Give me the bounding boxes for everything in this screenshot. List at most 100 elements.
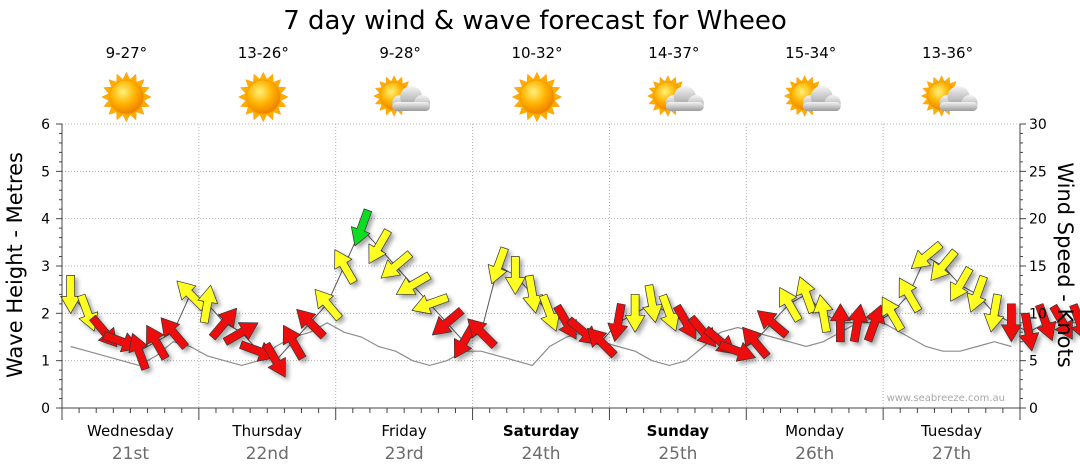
cloud-shape xyxy=(392,86,431,111)
y-left-tick-label: 5 xyxy=(41,164,50,180)
axes: 0 1 2 3 4 5 6 0 5 10 15 20 25 30 xyxy=(41,117,1047,420)
y-right-tick-label: 15 xyxy=(1029,259,1047,275)
wind-arrow xyxy=(128,332,150,371)
cloud-shape xyxy=(939,86,978,111)
day-date-label: 24th xyxy=(521,444,560,464)
day-date-label: 25th xyxy=(658,444,697,464)
wind-arrow xyxy=(756,310,790,339)
wind-arrow xyxy=(983,293,1005,333)
sun-disc xyxy=(245,79,281,115)
partly-cloudy-icon xyxy=(920,75,978,117)
wind-arrow xyxy=(830,303,851,343)
sun-disc xyxy=(519,79,555,115)
cloud-base xyxy=(665,102,704,111)
wind-arrow xyxy=(146,324,170,361)
wind-speed-series xyxy=(60,208,1080,378)
day-name-label: Wednesday xyxy=(87,422,174,440)
wind-arrow xyxy=(296,309,327,340)
partly-cloudy-icon xyxy=(783,75,841,117)
wind-arrow xyxy=(314,288,343,322)
wind-arrow xyxy=(795,276,817,314)
y-left-tick-label: 2 xyxy=(41,306,50,322)
wind-arrow xyxy=(160,317,189,350)
day-temperature-range: 13-26° xyxy=(238,44,289,62)
partly-cloudy-icon xyxy=(647,75,704,117)
wind-arrow xyxy=(898,277,923,314)
wind-arrow xyxy=(910,240,944,270)
wind-arrow xyxy=(742,326,771,360)
day-temperature-range: 9-27° xyxy=(106,44,148,62)
wind-arrow xyxy=(487,246,509,285)
wind-arrow xyxy=(334,249,358,285)
wind-arrow xyxy=(431,307,465,336)
day-name-label: Thursday xyxy=(231,422,302,440)
cloud-base xyxy=(939,102,978,111)
day-temperature-range: 9-28° xyxy=(379,44,421,62)
chart-title: 7 day wind & wave forecast for Wheeo xyxy=(283,6,787,36)
sunny-icon xyxy=(511,71,563,123)
wind-arrow xyxy=(239,340,277,362)
wind-arrow xyxy=(587,327,618,359)
day-date-label: 26th xyxy=(795,444,834,464)
wind-arrow xyxy=(624,293,646,333)
day-name-label: Friday xyxy=(381,422,427,440)
wind-arrow xyxy=(881,296,906,333)
y-left-tick-label: 6 xyxy=(41,117,50,133)
day-name-label: Sunday xyxy=(647,422,710,440)
y-axis-left-title: Wave Height - Metres xyxy=(3,152,27,378)
wind-arrow xyxy=(208,307,238,341)
wind-arrow xyxy=(687,314,717,348)
day-date-label: 22nd xyxy=(246,444,289,464)
sunny-icon xyxy=(101,71,152,123)
wind-arrow xyxy=(1001,303,1022,343)
day-labels: Wednesday 21st Thursday 22nd Friday 23rd Satur… xyxy=(87,422,982,464)
y-left-tick-label: 0 xyxy=(41,401,50,417)
wind-speed-line xyxy=(70,227,1080,362)
wind-arrow xyxy=(504,256,526,295)
day-temperature-range: 15-34° xyxy=(785,44,836,62)
day-date-label: 23rd xyxy=(385,444,424,464)
cloud-base xyxy=(802,102,841,111)
day-date-label: 27th xyxy=(932,444,971,464)
wind-arrow xyxy=(522,274,543,314)
wind-arrow xyxy=(966,274,988,313)
y-right-tick-label: 25 xyxy=(1029,164,1047,180)
y-left-tick-label: 3 xyxy=(41,259,50,275)
day-temperature-range: 14-37° xyxy=(648,44,699,62)
wind-arrow xyxy=(930,248,959,281)
wind-arrow xyxy=(467,318,498,349)
day-temperature-range: 13-36° xyxy=(922,44,973,62)
day-temperature-range: 10-32° xyxy=(511,44,562,62)
wind-arrow xyxy=(779,287,803,323)
wind-arrow xyxy=(197,284,218,324)
wind-arrow xyxy=(812,294,834,334)
sunny-icon xyxy=(238,71,289,123)
wind-arrow xyxy=(60,275,81,314)
day-name-label: Tuesday xyxy=(920,422,982,440)
y-right-tick-label: 5 xyxy=(1029,354,1038,370)
cloud-shape xyxy=(665,86,704,111)
cloud-base xyxy=(392,102,431,111)
day-name-label: Saturday xyxy=(503,422,580,440)
y-left-tick-label: 1 xyxy=(41,354,50,370)
grid xyxy=(62,123,1020,408)
y-right-tick-label: 10 xyxy=(1029,306,1047,322)
day-name-label: Monday xyxy=(785,422,844,440)
wind-arrow xyxy=(1035,303,1057,342)
wind-arrow xyxy=(262,341,286,378)
wind-arrow xyxy=(950,266,974,302)
wind-arrow xyxy=(411,293,450,315)
y-right-tick-label: 20 xyxy=(1029,212,1047,228)
y-axis-right-title: Wind Speed - Knots xyxy=(1053,162,1077,367)
wind-arrow xyxy=(847,303,869,343)
sun-disc xyxy=(109,79,144,115)
wind-arrow xyxy=(395,271,432,295)
wind-arrow xyxy=(718,340,756,362)
watermark: www.seabreeze.com.au xyxy=(887,393,1005,404)
wind-arrow xyxy=(282,324,307,361)
y-right-tick-label: 30 xyxy=(1029,117,1047,133)
wind-arrow xyxy=(863,304,886,343)
wind-arrow xyxy=(350,208,373,247)
partly-cloudy-icon xyxy=(373,75,431,117)
